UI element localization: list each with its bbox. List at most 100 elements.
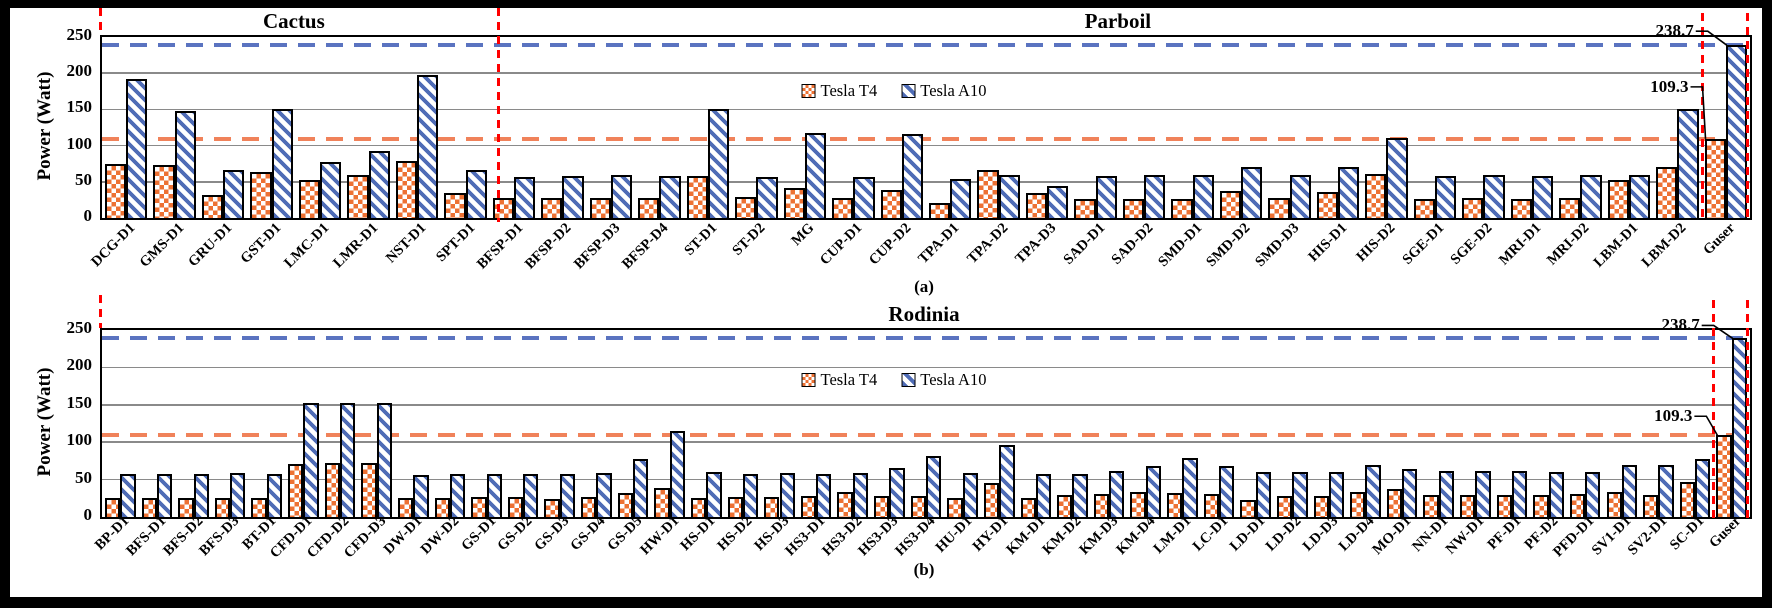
y-tick-label: 50 <box>75 467 92 487</box>
bar-tesla-t4 <box>1057 494 1073 517</box>
bar-tesla-a10 <box>1072 474 1088 517</box>
bar-tesla-t4 <box>1559 197 1581 218</box>
bar-tesla-a10 <box>659 176 681 218</box>
bar-tesla-a10 <box>1621 465 1638 517</box>
bar-tesla-t4 <box>638 198 660 218</box>
legend-label: Tesla A10 <box>920 81 987 100</box>
bar-tesla-a10 <box>853 176 875 218</box>
gridline <box>102 366 1750 369</box>
red-marker-line <box>1712 300 1716 518</box>
bar-tesla-a10 <box>1695 459 1711 517</box>
bar-tesla-t4 <box>1122 199 1145 218</box>
bar-tesla-t4 <box>395 160 418 218</box>
bar-tesla-t4 <box>880 189 902 218</box>
bar-tesla-a10 <box>174 110 196 218</box>
bar-tesla-t4 <box>929 202 951 218</box>
gridline <box>102 72 1750 74</box>
bar-tesla-t4 <box>735 197 757 218</box>
bar-tesla-a10 <box>707 109 730 218</box>
bar-tesla-a10 <box>230 472 246 517</box>
bar-tesla-t4 <box>983 483 1000 517</box>
bar-tesla-t4 <box>1313 496 1329 517</box>
y-tick-label: 200 <box>66 61 93 81</box>
bar-tesla-a10 <box>669 430 685 517</box>
y-tick-label: 150 <box>66 392 93 412</box>
bar-tesla-a10 <box>1292 472 1308 517</box>
y-tick-label: 100 <box>66 430 93 450</box>
legend-label: Tesla A10 <box>920 370 987 389</box>
bar-tesla-a10 <box>742 473 759 517</box>
max-value-annotation: 238.7 <box>1655 21 1694 41</box>
bar-tesla-a10 <box>523 473 539 517</box>
bar-tesla-t4 <box>690 498 707 517</box>
bar-tesla-a10 <box>1365 464 1381 517</box>
bar-tesla-a10 <box>449 473 466 517</box>
bar-tesla-t4 <box>1656 166 1678 218</box>
plot-area <box>100 35 1752 220</box>
bar-tesla-a10 <box>889 467 905 517</box>
max-power-dashed-line <box>102 336 1750 341</box>
bar-tesla-a10 <box>1531 176 1554 218</box>
bar-tesla-t4 <box>1423 495 1439 517</box>
bar-tesla-t4 <box>764 496 780 517</box>
max-value-annotation: 109.3 <box>1650 76 1689 96</box>
bar-tesla-t4 <box>874 496 890 517</box>
bar-tesla-t4 <box>1350 491 1366 517</box>
bar-tesla-a10 <box>417 74 439 218</box>
bar-tesla-t4 <box>1704 138 1726 218</box>
bar-tesla-t4 <box>977 170 999 218</box>
bar-tesla-t4 <box>1606 492 1622 517</box>
bar-tesla-a10 <box>1658 464 1674 517</box>
red-marker-line <box>99 295 102 328</box>
bar-tesla-t4 <box>1020 497 1036 517</box>
bar-tesla-a10 <box>1047 186 1069 218</box>
bar-tesla-a10 <box>486 473 502 517</box>
bar-tesla-a10 <box>1438 471 1454 517</box>
chart-panel: Power (Watt) (a) 0 50 100 150 200 250 DCG-D1 GM… <box>10 8 1762 597</box>
red-marker-line <box>1746 13 1749 219</box>
bar-tesla-t4 <box>1413 199 1435 218</box>
bar-tesla-a10 <box>1677 109 1699 218</box>
bar-tesla-a10 <box>852 472 869 517</box>
plot-area <box>100 328 1752 519</box>
bar-tesla-a10 <box>1580 174 1602 218</box>
bar-tesla-t4 <box>1130 492 1146 517</box>
bar-tesla-t4 <box>581 496 597 517</box>
bar-tesla-a10 <box>1585 472 1601 517</box>
bar-tesla-a10 <box>1192 174 1214 218</box>
legend-item-tesla-a10: Tesla A10 <box>901 370 986 390</box>
bar-tesla-a10 <box>999 445 1015 517</box>
bar-tesla-a10 <box>1109 470 1125 517</box>
bar-tesla-t4 <box>1462 197 1484 218</box>
bar-tesla-t4 <box>347 175 369 218</box>
legend-swatch-diagonal-stripes <box>901 373 916 387</box>
bar-tesla-t4 <box>251 497 267 517</box>
bar-tesla-a10 <box>1548 472 1564 517</box>
red-marker-line <box>1700 13 1704 219</box>
bar-tesla-t4 <box>1716 435 1732 517</box>
legend-item-tesla-t4: Tesla T4 <box>801 370 877 390</box>
bar-tesla-a10 <box>156 473 173 517</box>
y-tick-label: 200 <box>66 355 93 375</box>
bar-tesla-a10 <box>1144 174 1166 218</box>
max-value-annotation: 238.7 <box>1661 315 1700 335</box>
bar-tesla-a10 <box>368 151 390 218</box>
bar-tesla-t4 <box>544 499 560 517</box>
bar-tesla-t4 <box>1171 199 1193 218</box>
bar-tesla-t4 <box>1365 173 1387 218</box>
max-power-dashed-line <box>102 136 1750 141</box>
bar-tesla-t4 <box>324 463 341 517</box>
chart-b-rodinia: Power (Watt) (b) 0 50 100 150 200 250 BP-D1 BFS… <box>10 8 1762 597</box>
bar-tesla-t4 <box>654 487 670 517</box>
y-tick-label: 250 <box>66 318 93 337</box>
max-power-dashed-line <box>102 433 1750 438</box>
bar-tesla-a10 <box>962 472 978 517</box>
bar-tesla-a10 <box>266 474 283 517</box>
bar-tesla-t4 <box>541 198 563 218</box>
y-tick-label: 250 <box>66 25 93 44</box>
bar-tesla-t4 <box>1510 199 1532 218</box>
y-axis-title-b: Power (Watt) <box>34 367 55 476</box>
bar-tesla-a10 <box>1402 469 1418 517</box>
bar-tesla-a10 <box>1328 472 1345 517</box>
